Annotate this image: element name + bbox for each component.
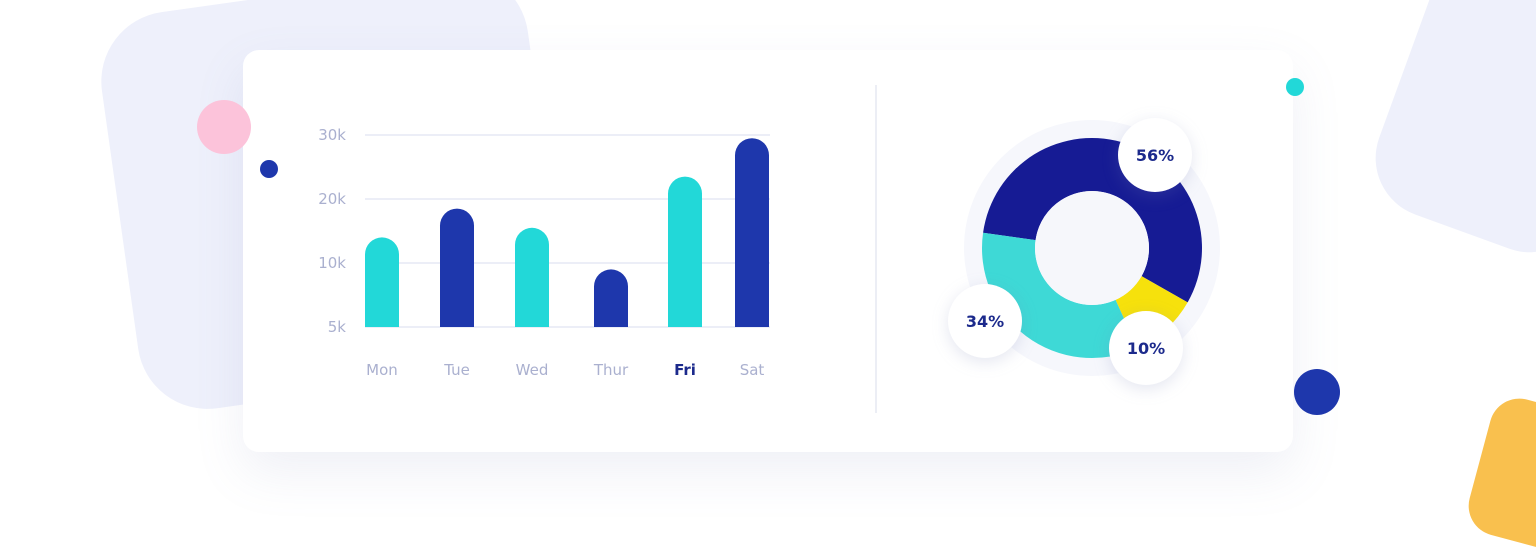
donut-chart: 56% 10% 34%: [948, 118, 1220, 385]
donut-hole: [1035, 191, 1149, 305]
slice-label: 56%: [1136, 146, 1174, 165]
decorative-blue-dot: [260, 160, 278, 178]
decorative-blue-circle: [1294, 369, 1340, 415]
x-tick-label: Thur: [593, 361, 629, 379]
slice-label-bubble: [1118, 118, 1192, 192]
charts-svg: 5k 10k 20k 30k Mon Tue Wed Thur Fri Sat 56% 10% 34%: [318, 118, 1220, 385]
decorative-pink-circle: [197, 100, 251, 154]
y-tick-label: 30k: [318, 126, 346, 144]
x-tick-label: Fri: [674, 361, 696, 379]
bar-fri: [668, 176, 702, 327]
divider: [875, 85, 877, 413]
bar-tue: [440, 208, 474, 327]
y-tick-label: 10k: [318, 254, 346, 272]
bar-wed: [515, 227, 549, 327]
y-tick-label: 5k: [328, 318, 347, 336]
y-tick-label: 20k: [318, 190, 346, 208]
decorative-teal-dot: [1286, 78, 1304, 96]
x-tick-label: Sat: [740, 361, 765, 379]
x-tick-label: Tue: [443, 361, 470, 379]
bar-thur: [594, 269, 628, 327]
slice-label-bubble: [948, 284, 1022, 358]
bar-chart: 5k 10k 20k 30k Mon Tue Wed Thur Fri Sat: [318, 126, 770, 379]
slice-label-bubble: [1109, 311, 1183, 385]
x-tick-label: Wed: [516, 361, 549, 379]
bar-sat: [735, 138, 769, 327]
slice-label: 10%: [1127, 339, 1165, 358]
bar-mon: [365, 237, 399, 327]
x-tick-label: Mon: [366, 361, 398, 379]
slice-label: 34%: [966, 312, 1004, 331]
